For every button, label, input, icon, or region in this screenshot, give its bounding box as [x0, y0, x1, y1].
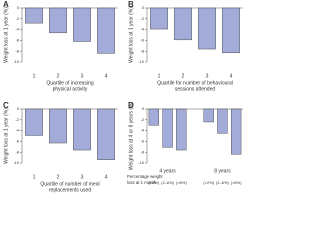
bar: [222, 7, 240, 54]
bar: [176, 108, 187, 151]
x-axis-label: Quartile for number of behavioural: [157, 80, 233, 86]
y-tick-label: -2: [15, 16, 19, 21]
panel-letter: D: [128, 101, 134, 110]
y-tick-label: -4: [15, 27, 19, 32]
x-tick-label: (>6%): [176, 180, 187, 185]
x-axis-label: Quartile of increasing: [46, 80, 93, 86]
bar: [148, 108, 159, 126]
x-tick-label: (2–6%): [161, 180, 175, 185]
bar: [73, 108, 91, 151]
y-tick-label: -2: [15, 117, 19, 122]
y-axis-label: Weight loss at 1 year (%): [3, 108, 9, 164]
x-axis-label: physical activity: [53, 86, 88, 92]
x-tick-label: 2: [182, 73, 185, 79]
y-tick-label: -4: [140, 128, 144, 133]
bar: [174, 7, 192, 41]
x-tick-label: 3: [206, 73, 209, 79]
y-tick-label: -10: [138, 160, 145, 165]
bar: [97, 7, 115, 54]
y-tick-label: -2: [140, 117, 144, 122]
x-tick-label: (>6%): [231, 180, 242, 185]
group-label: 8 years: [214, 168, 231, 174]
y-tick-label: -4: [15, 128, 19, 133]
panel-letter: C: [3, 101, 9, 110]
x-axis-label: loss at 1 month: [127, 180, 157, 185]
x-tick-label: 1: [158, 73, 161, 79]
y-tick-label: 0: [17, 5, 20, 10]
y-tick-label: -8: [140, 149, 144, 154]
y-tick-label: -6: [15, 37, 19, 42]
x-axis-label: sessions attended: [175, 86, 216, 92]
y-axis-label: Weight loss at 4 or 8 years (%): [128, 102, 134, 171]
x-tick-label: (<2%): [148, 180, 159, 185]
x-axis-label: Quartile of number of meal: [40, 181, 99, 187]
x-tick-label: 3: [81, 174, 84, 180]
y-tick-label: -10: [13, 59, 20, 64]
bar: [49, 108, 67, 144]
x-tick-label: (2–6%): [216, 180, 230, 185]
bar: [150, 7, 168, 30]
x-tick-label: 1: [33, 174, 36, 180]
y-tick-label: -8: [15, 48, 19, 53]
bar: [73, 7, 91, 42]
y-axis-label: Weight loss at 1 year (%): [3, 7, 9, 63]
y-tick-label: 0: [142, 5, 145, 10]
bar: [217, 108, 228, 134]
bar: [203, 108, 214, 123]
y-axis-label: Weight loss at 1 year (%): [128, 7, 134, 63]
y-tick-label: -6: [140, 37, 144, 42]
panel-letter: A: [3, 0, 9, 9]
x-tick-label: 4: [105, 174, 108, 180]
y-tick-label: -10: [13, 160, 20, 165]
x-tick-label: 3: [81, 73, 84, 79]
y-tick-label: -8: [15, 149, 19, 154]
bar: [162, 108, 173, 148]
bar: [231, 108, 242, 155]
group-label: 4 years: [159, 168, 176, 174]
x-axis-label: Percentage weight: [127, 174, 163, 179]
bar: [198, 7, 216, 50]
x-tick-label: (<2%): [203, 180, 214, 185]
bar: [49, 7, 67, 34]
y-tick-label: -2: [140, 16, 144, 21]
bar: [25, 7, 43, 24]
x-tick-label: 1: [33, 73, 36, 79]
y-tick-label: -4: [140, 27, 144, 32]
panel-letter: B: [128, 0, 134, 9]
x-tick-label: 2: [57, 174, 60, 180]
x-tick-label: 4: [230, 73, 233, 79]
bar: [97, 108, 115, 160]
x-tick-label: 2: [57, 73, 60, 79]
x-axis-label: replacements used: [49, 187, 91, 193]
bar: [25, 108, 43, 136]
y-tick-label: -8: [140, 48, 144, 53]
y-tick-label: 0: [142, 106, 145, 111]
x-tick-label: 4: [105, 73, 108, 79]
y-tick-label: 0: [17, 106, 20, 111]
y-tick-label: -6: [140, 138, 144, 143]
y-tick-label: -6: [15, 138, 19, 143]
y-tick-label: -10: [138, 59, 145, 64]
